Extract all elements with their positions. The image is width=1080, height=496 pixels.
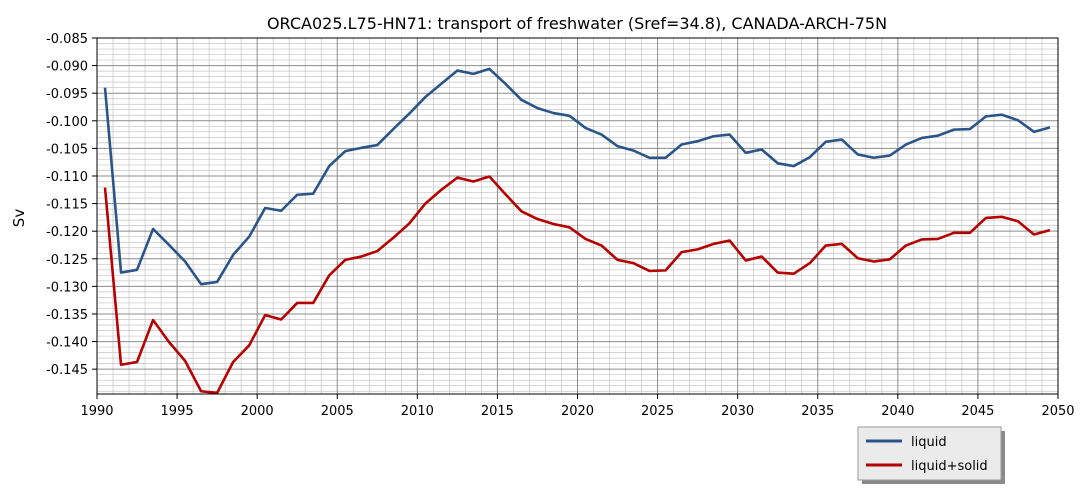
x-tick-label: 2015 <box>481 404 514 419</box>
y-tick-label: -0.120 <box>46 225 88 240</box>
y-tick-label: -0.110 <box>46 170 88 185</box>
series-line-liquid <box>103 67 1051 286</box>
x-tick-label: 2005 <box>321 404 354 419</box>
y-tick-label: -0.135 <box>46 308 88 323</box>
major-gridlines <box>97 38 1058 394</box>
x-tick-label: 2045 <box>961 404 994 419</box>
legend-label-liquid: liquid <box>911 435 947 450</box>
legend-box <box>857 426 1002 481</box>
y-tick-label: -0.115 <box>46 198 88 213</box>
x-tick-label: 2035 <box>801 404 834 419</box>
x-tick-label: 2025 <box>641 404 674 419</box>
legend: liquid liquid+solid <box>857 426 1005 484</box>
x-tick-label: 2040 <box>881 404 914 419</box>
x-tick-label: 1990 <box>80 404 113 419</box>
legend-label-liquid-solid: liquid+solid <box>911 459 988 474</box>
y-axis-label: Sv <box>10 209 28 228</box>
y-tick-label: -0.100 <box>46 115 88 130</box>
y-tick-label: -0.145 <box>46 363 88 378</box>
x-tick-label: 2020 <box>561 404 594 419</box>
x-tick-label: 2030 <box>721 404 754 419</box>
y-tick-label: -0.130 <box>46 280 88 295</box>
x-tick-label: 2050 <box>1041 404 1074 419</box>
y-tick-label: -0.105 <box>46 142 88 157</box>
series-line-liquid-solid <box>103 175 1051 394</box>
x-axis: 1990 1995 2000 2005 2010 2015 2020 2025 2030 2035… <box>80 394 1075 419</box>
y-tick-label: -0.125 <box>46 253 88 268</box>
y-tick-label: -0.095 <box>46 87 88 102</box>
y-tick-label: -0.140 <box>46 336 88 351</box>
y-axis: -0.145 -0.140 -0.135 -0.130 -0.125 -0.120 -0.1… <box>46 32 97 378</box>
x-tick-label: 1995 <box>161 404 194 419</box>
y-tick-label: -0.085 <box>46 32 88 47</box>
x-tick-label: 2010 <box>401 404 434 419</box>
y-tick-label: -0.090 <box>46 60 88 75</box>
chart-title: ORCA025.L75-HN71: transport of freshwate… <box>267 14 887 33</box>
x-tick-label: 2000 <box>241 404 274 419</box>
series-layer <box>103 67 1051 394</box>
